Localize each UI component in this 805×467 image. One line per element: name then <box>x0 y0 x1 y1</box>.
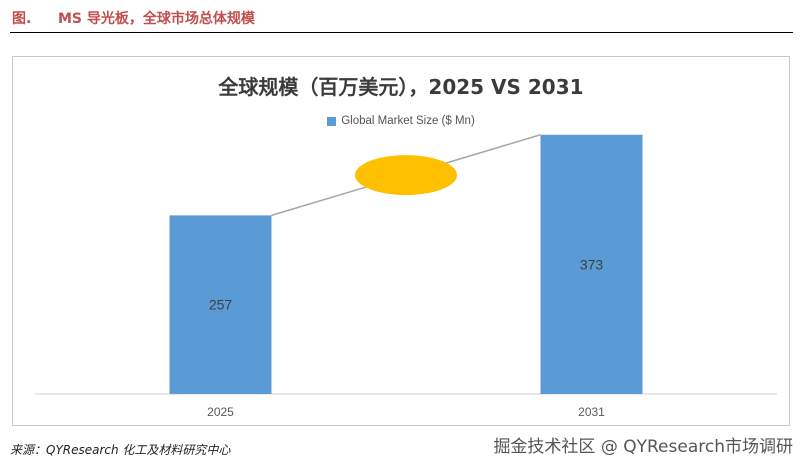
data-label-2031: 373 <box>580 256 604 272</box>
x-tick-label-2025: 2025 <box>207 405 234 419</box>
growth-highlight-ellipse <box>355 155 457 196</box>
figure-label: 图. <box>12 11 32 27</box>
chart-legend: Global Market Size ($ Mn) <box>13 115 789 127</box>
header-rule <box>10 32 793 33</box>
x-tick-label-2031: 2031 <box>578 405 605 419</box>
figure-header: 图. MS 导光板，全球市场总体规模 <box>12 7 255 29</box>
legend-label: Global Market Size ($ Mn) <box>341 115 475 127</box>
figure-title: MS 导光板，全球市场总体规模 <box>58 11 255 27</box>
bar-2025 <box>169 215 272 394</box>
chart-title: 全球规模（百万美元），2025 VS 2031 <box>218 75 584 99</box>
bar-chart-svg: 257 2025 373 2031 <box>35 134 777 419</box>
bar-2031 <box>540 134 643 394</box>
watermark: 掘金技术社区 @ QYResearch市场调研 <box>493 437 793 457</box>
legend-swatch <box>327 116 337 126</box>
chart-frame: 全球规模（百万美元），2025 VS 2031 Global Market Si… <box>12 56 790 426</box>
source-note: 来源：QYResearch 化工及材料研究中心 <box>10 443 231 457</box>
data-label-2025: 257 <box>209 297 233 313</box>
